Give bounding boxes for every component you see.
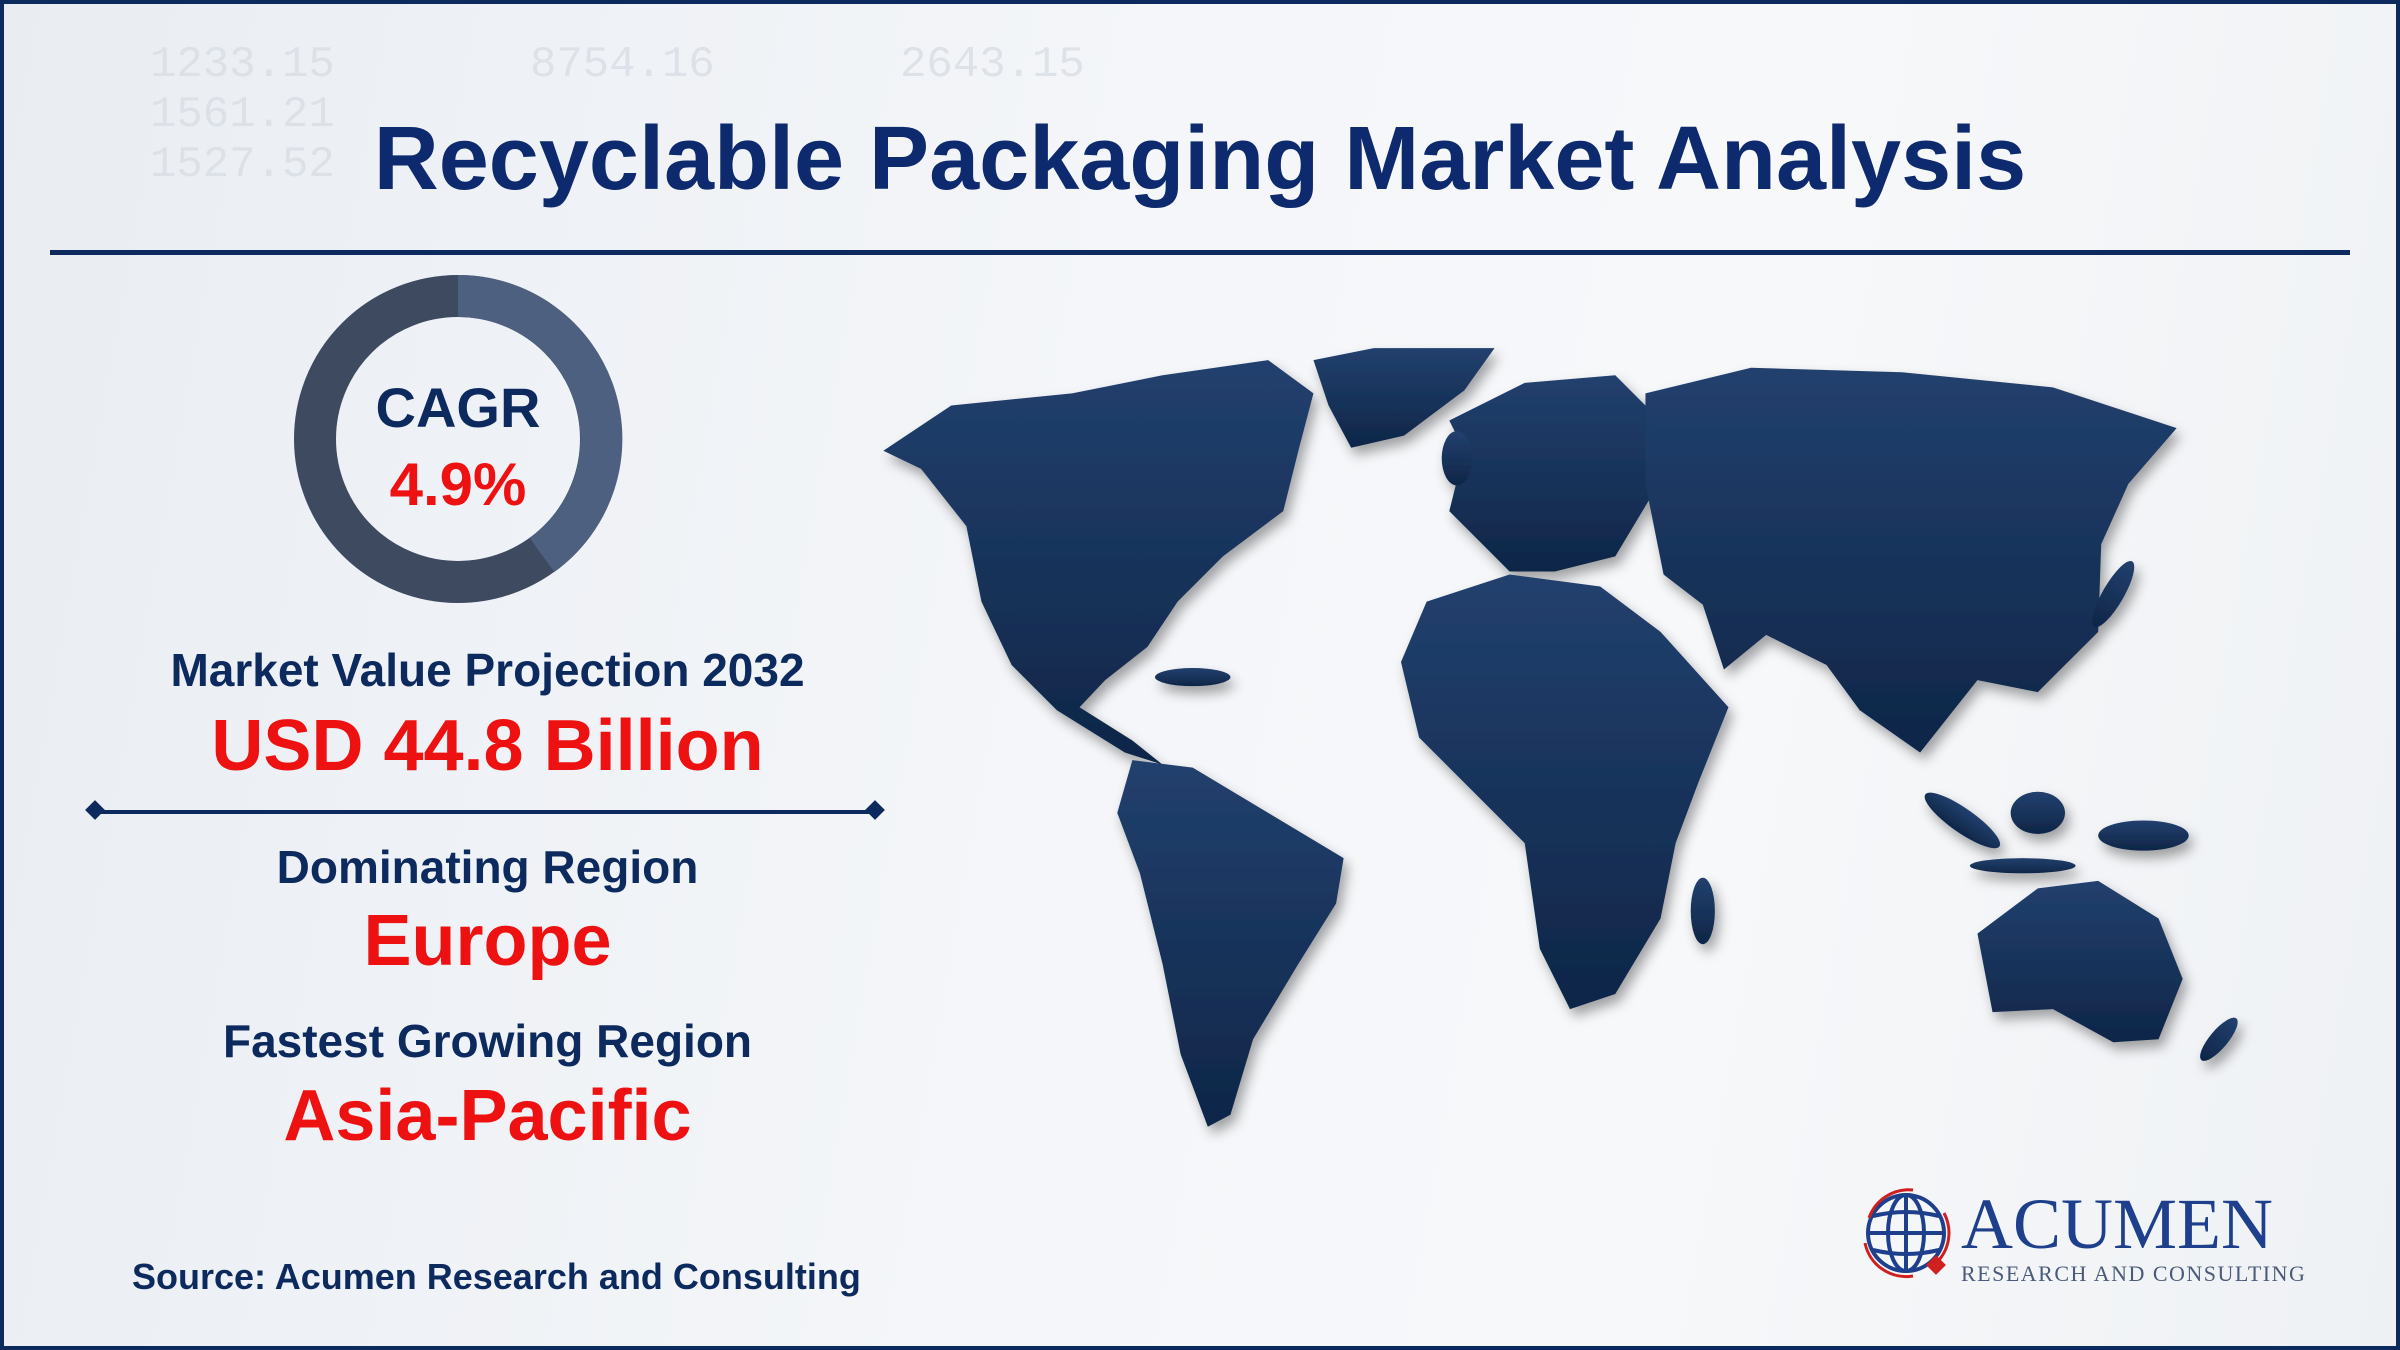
globe-icon [1863, 1188, 1951, 1279]
greenland [1313, 348, 1495, 448]
asia [1645, 367, 2177, 753]
japan [2092, 560, 2135, 628]
europe [1449, 375, 1661, 572]
island [1924, 792, 2001, 849]
section-divider [85, 800, 885, 820]
africa [1400, 574, 1729, 1010]
new-zealand [2200, 1017, 2238, 1061]
page-title: Recyclable Packaging Market Analysis [373, 109, 2027, 209]
cagr-ring [294, 274, 623, 603]
dominating-region-label: Dominating Region [276, 841, 699, 893]
cagr-value: 4.9% [389, 451, 527, 518]
island [2098, 820, 2189, 851]
title-divider [50, 250, 2350, 255]
diamond-icon [85, 800, 105, 820]
uk [1441, 431, 1472, 486]
market-value-label: Market Value Projection 2032 [170, 644, 805, 696]
ring-segment [457, 274, 623, 573]
source-note: Source: Acumen Research and Consulting [132, 1256, 861, 1297]
background-decoration: 8754.16 [530, 40, 715, 90]
cuba [1155, 668, 1231, 687]
north-america [883, 360, 1314, 765]
cagr-label: CAGR [375, 376, 541, 439]
australia [1977, 880, 2183, 1043]
madagascar [1690, 877, 1715, 945]
island [1969, 858, 2076, 874]
logo-wordmark: ACUMEN [1961, 1184, 2273, 1264]
acumen-logo: ACUMEN RESEARCH AND CONSULTING [1863, 1184, 2306, 1286]
background-decoration: 2643.15 [900, 40, 1085, 90]
logo-tagline: RESEARCH AND CONSULTING [1961, 1261, 2306, 1286]
diamond-icon [1926, 1255, 1946, 1275]
fastest-growing-region-value: Asia-Pacific [283, 1076, 692, 1156]
market-value: USD 44.8 Billion [211, 706, 764, 786]
island [2010, 791, 2065, 835]
dominating-region-value: Europe [363, 901, 612, 981]
south-america [1117, 760, 1344, 1127]
world-map [883, 348, 2238, 1127]
fastest-growing-region-label: Fastest Growing Region [222, 1015, 753, 1067]
background-decoration: 1233.15 1561.21 1527.52 [150, 40, 335, 190]
